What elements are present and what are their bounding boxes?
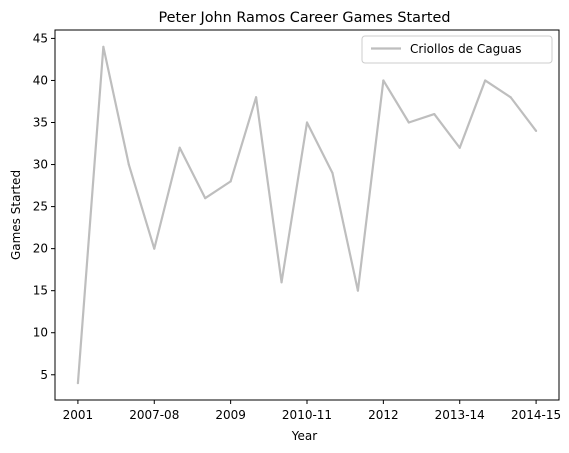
x-tick-label: 2001 [63, 408, 94, 422]
x-tick-label: 2009 [215, 408, 246, 422]
y-tick-label: 35 [33, 116, 48, 130]
legend: Criollos de Caguas [361, 35, 553, 64]
chart-title: Peter John Ramos Career Games Started [159, 10, 451, 26]
data-point [76, 382, 80, 385]
y-tick-label: 10 [33, 326, 48, 340]
data-point [458, 146, 461, 149]
y-tick-label: 40 [33, 73, 48, 87]
data-point [102, 45, 105, 48]
x-tick-label: 2007-08 [129, 408, 179, 422]
x-axis: 2001 2007-08 2009 2010-11 2012 2013-14 2014-15 [63, 400, 561, 422]
data-point [204, 197, 207, 200]
data-point [509, 96, 512, 99]
data-point [484, 79, 487, 82]
x-tick-label: 2013-14 [435, 408, 485, 422]
data-point [407, 121, 410, 124]
series-line-0 [76, 45, 537, 384]
legend-label: Criollos de Caguas [410, 42, 521, 56]
y-tick-label: 30 [33, 158, 48, 172]
y-tick-label: 20 [33, 242, 48, 256]
y-tick-label: 25 [33, 200, 48, 214]
legend-box [361, 35, 553, 64]
data-point [178, 146, 181, 149]
y-axis-label: Games Started [9, 170, 23, 260]
data-point [127, 163, 130, 166]
y-tick-label: 5 [40, 368, 48, 382]
data-point [280, 281, 283, 284]
data-point [305, 121, 309, 124]
data-point [356, 289, 360, 292]
data-point [254, 96, 258, 99]
series-layer [76, 45, 538, 385]
x-tick-label: 2014-15 [511, 408, 561, 422]
data-point [153, 247, 156, 250]
data-point [534, 129, 538, 133]
plot-frame [54, 29, 560, 401]
y-axis: 5 10 15 20 25 30 35 40 45 [33, 31, 55, 382]
data-point [331, 171, 334, 175]
data-point [433, 112, 436, 116]
data-point [229, 180, 232, 183]
y-tick-label: 45 [33, 31, 48, 45]
x-tick-label: 2010-11 [282, 408, 332, 422]
x-axis-label: Year [291, 429, 317, 443]
x-tick-label: 2012 [368, 408, 399, 422]
data-point [382, 79, 385, 82]
y-tick-label: 15 [33, 284, 48, 298]
